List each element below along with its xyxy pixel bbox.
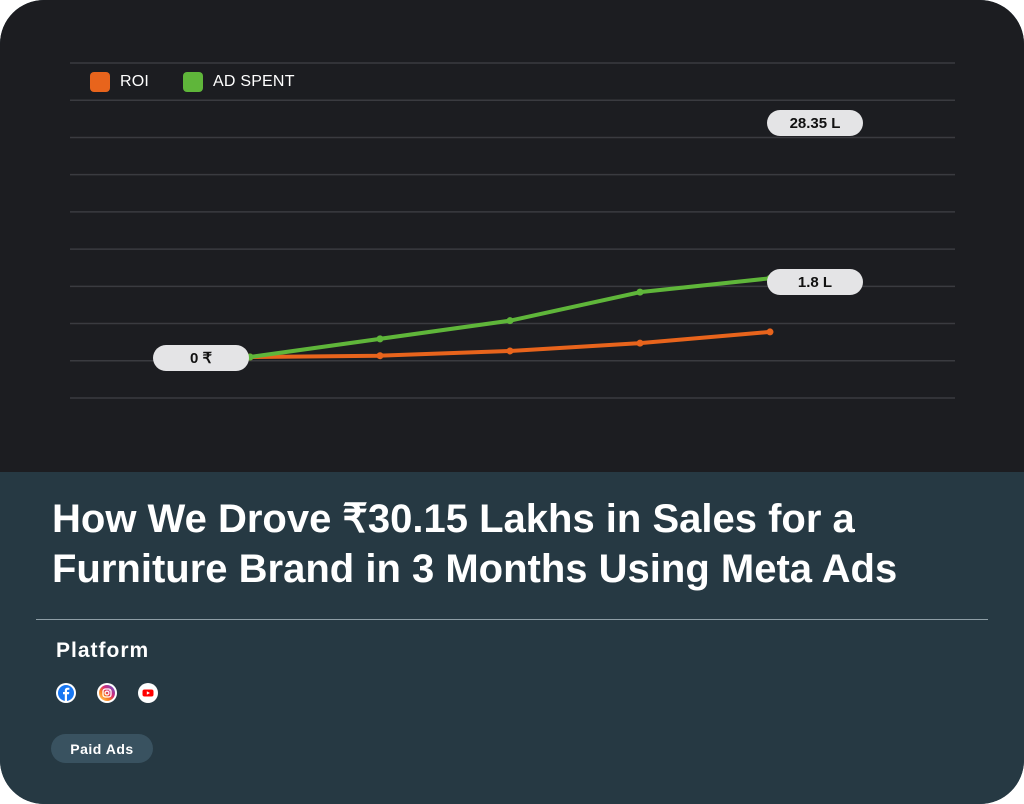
data-label-start: 0 ₹ <box>153 345 249 371</box>
legend-swatch-roi <box>90 72 110 92</box>
data-label-roi-end: 1.8 L <box>767 269 863 295</box>
legend-label-ad-spent: AD SPENT <box>213 73 295 90</box>
legend-item-ad-spent: AD SPENT <box>183 72 295 92</box>
headline: How We Drove ₹30.15 Lakhs in Sales for a… <box>52 497 898 591</box>
data-point-roi-4 <box>766 328 774 336</box>
legend-label-roi: ROI <box>120 73 150 90</box>
data-label-ad-spent-end: 28.35 L <box>767 110 863 136</box>
chart-legend: ROI AD SPENT <box>90 72 295 92</box>
data-point-roi-3 <box>636 339 644 347</box>
platform-icons <box>56 683 158 703</box>
info-panel: How We Drove ₹30.15 Lakhs in Sales for a… <box>0 472 1024 804</box>
youtube-icon[interactable] <box>138 683 158 703</box>
platform-title: Platform <box>56 639 150 662</box>
divider <box>36 619 988 620</box>
data-point-ad-spent-1 <box>376 335 384 343</box>
data-point-ad-spent-3 <box>636 288 644 296</box>
legend-item-roi: ROI <box>90 72 149 92</box>
legend-swatch-ad-spent <box>183 72 204 92</box>
instagram-icon[interactable] <box>97 683 117 703</box>
data-point-ad-spent-2 <box>506 317 514 325</box>
facebook-icon[interactable] <box>56 683 76 703</box>
paid-ads-tag[interactable]: Paid Ads <box>51 734 153 763</box>
data-point-roi-1 <box>376 352 384 360</box>
chart-area: ROI AD SPENT 0 ₹ 28.35 L 1.8 L <box>0 0 1024 472</box>
line-chart <box>70 62 955 399</box>
data-point-roi-2 <box>506 347 514 355</box>
